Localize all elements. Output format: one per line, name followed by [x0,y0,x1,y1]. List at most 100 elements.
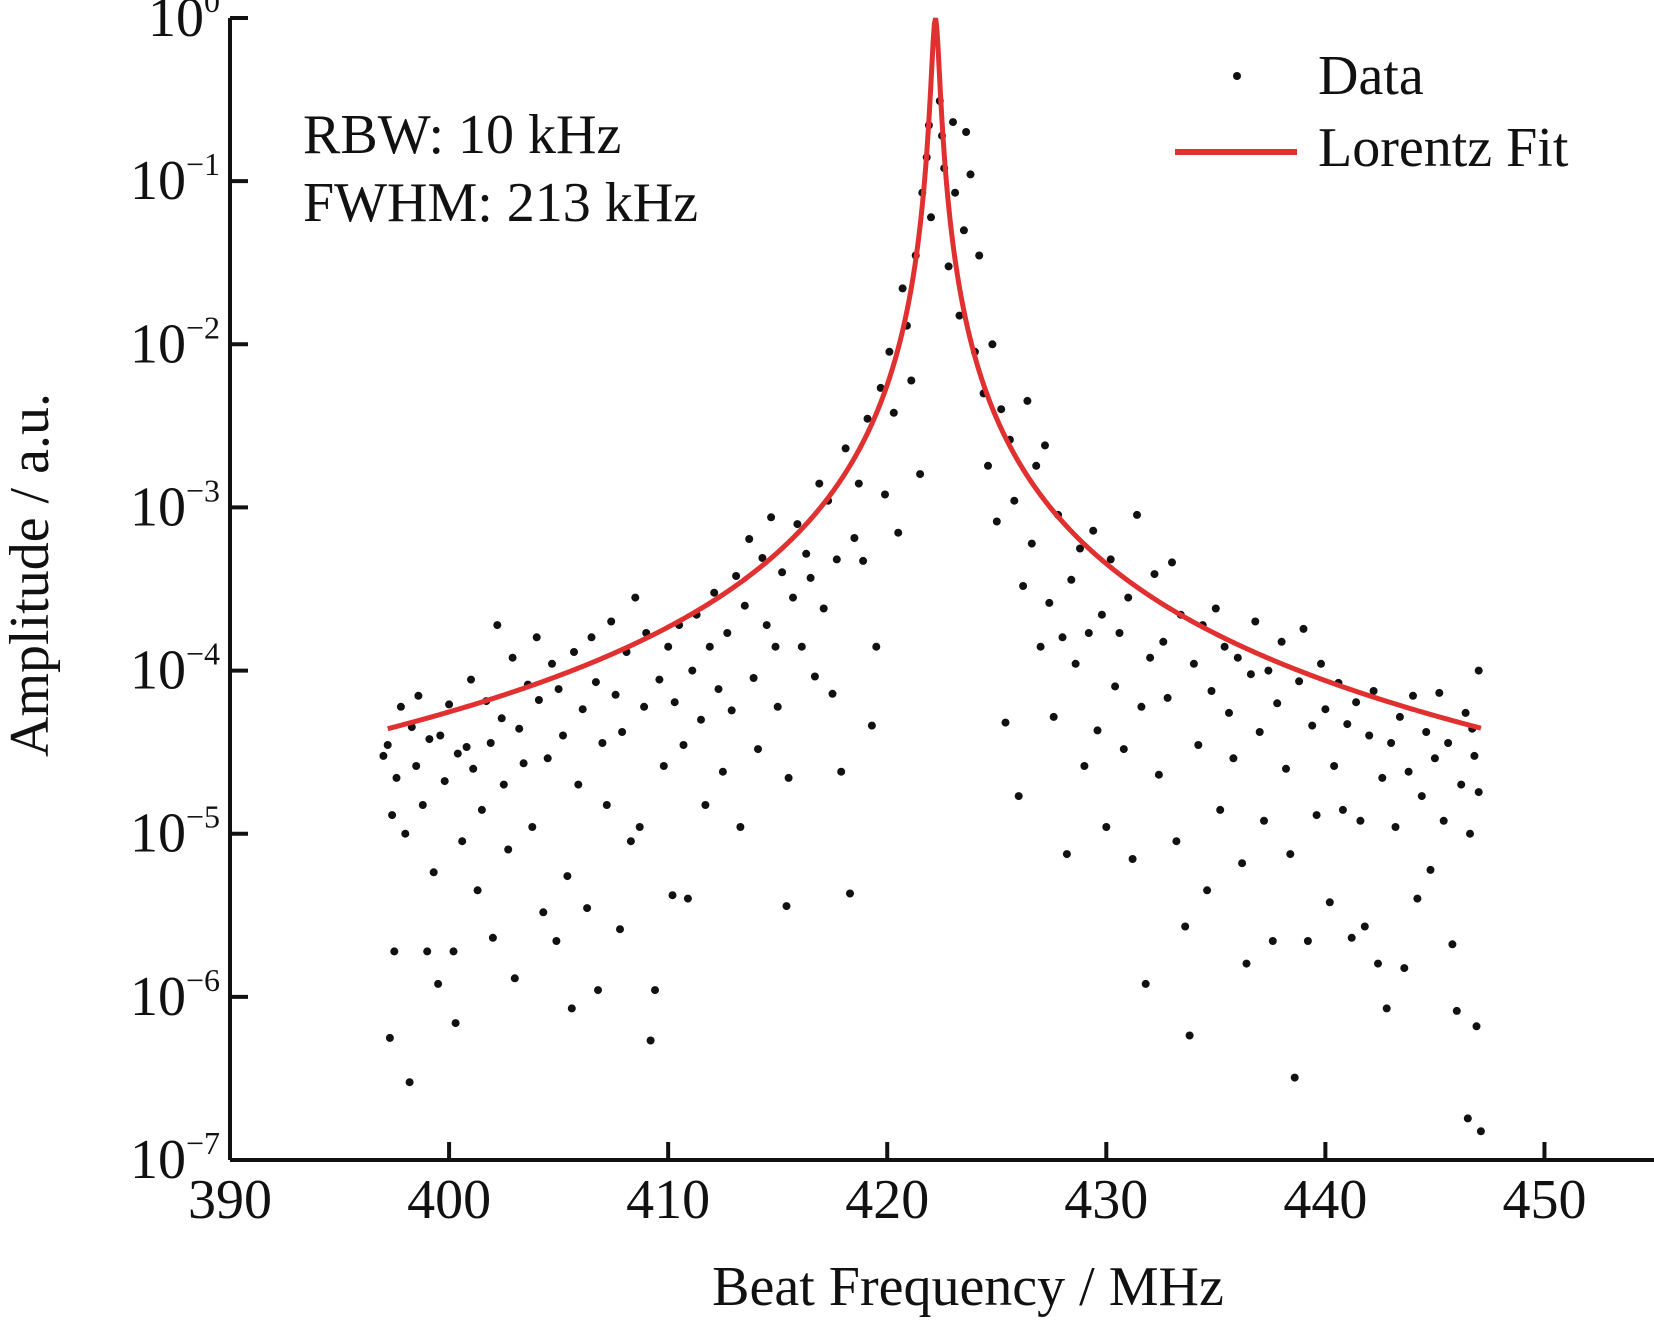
data-point [1137,702,1146,711]
data-point [1102,823,1111,831]
x-tick-label: 400 [407,1169,491,1231]
data-point [594,986,602,995]
data-point [1255,728,1264,736]
data-point [469,764,478,773]
data-point [587,633,596,642]
data-point [1290,1073,1299,1082]
x-tick-label: 410 [626,1169,710,1231]
data-point [436,731,445,740]
data-point [1260,816,1268,825]
data-point [1062,850,1071,859]
data-point [449,947,458,956]
y-tick-label: 10−6 [130,962,220,1028]
data-point [423,947,432,956]
data-point [951,188,960,197]
data-point [591,678,600,687]
data-point [1233,653,1242,662]
data-point [1067,575,1076,584]
data-point [1365,731,1374,740]
data-point [745,535,754,543]
data-point [434,979,443,988]
data-point [1076,544,1084,553]
data-point [767,513,776,522]
data-point [379,751,388,760]
data-point [1251,617,1260,626]
data-point [383,741,392,749]
data-point [1277,637,1286,646]
data-point [1356,816,1365,825]
data-point [797,642,806,651]
data-point [889,408,898,417]
data-point [1097,610,1106,619]
data-point [559,731,567,740]
data-point [1238,859,1247,868]
data-point [1470,751,1479,760]
data-point [1347,933,1356,942]
data-point [1409,691,1417,700]
data-point [1299,624,1308,633]
data-point [1430,754,1439,763]
data-point [1154,770,1163,779]
legend: Data Lorentz Fit [1175,45,1569,179]
data-point [944,262,953,271]
data-point [832,555,841,564]
data-point [959,226,968,235]
y-axis-label: Amplitude / a.u. [0,393,61,757]
data-point [1417,792,1426,801]
data-point [1439,816,1448,825]
data-point [697,715,705,724]
data-point [1343,720,1352,729]
x-tick-label: 450 [1502,1169,1586,1231]
data-point [462,743,471,751]
data-point [782,902,791,911]
y-tick-label: 10−7 [130,1125,220,1191]
data-point [1150,570,1159,579]
data-point [837,767,846,776]
data-point [1413,894,1422,903]
legend-label-data: Data [1318,45,1424,107]
data-point [574,780,583,789]
data-point [659,762,668,770]
data-point [1387,739,1396,747]
data-point [916,470,925,479]
data-point [881,490,889,499]
data-point [962,128,971,136]
data-point [1106,555,1115,564]
data-point [1282,764,1290,773]
data-point [510,974,519,983]
data-point [1194,741,1203,749]
data-point [1268,937,1277,945]
data-point [701,801,710,809]
data-point [515,724,524,733]
data-point [670,698,679,707]
data-point [1216,805,1225,814]
data-point [668,891,677,900]
y-tick-label: 10−5 [130,799,220,865]
data-point [567,1004,576,1013]
data-point [1325,898,1334,907]
data-point [539,908,548,917]
data-point [451,1019,460,1028]
data-point [1159,637,1168,646]
data-point [1461,708,1470,717]
data-point [1474,788,1483,797]
data-point [1422,728,1431,736]
data-point [846,889,854,898]
data-point [528,823,537,831]
data-point [1246,670,1255,679]
data-point [477,805,486,814]
data-point [1128,855,1137,863]
annotation-rbw: RBW: 10 kHz [303,104,621,166]
data-point [773,702,782,711]
data-point [651,986,659,995]
data-point [1141,979,1150,988]
data-point [1463,1114,1472,1123]
x-ticks: 390 400 410 420 430 440 450 [188,1142,1586,1231]
data-point [754,745,762,754]
data-point [723,629,732,637]
data-point [631,593,640,602]
data-point [1404,767,1413,776]
data-point [1045,598,1054,607]
data-point [1023,396,1032,405]
data-point [578,705,587,714]
